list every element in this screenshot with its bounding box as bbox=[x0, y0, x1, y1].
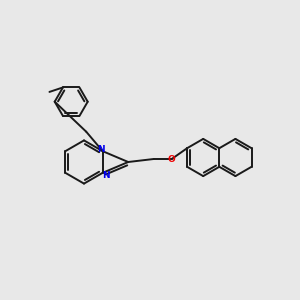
Text: N: N bbox=[102, 171, 110, 180]
Text: N: N bbox=[98, 145, 105, 154]
Text: O: O bbox=[168, 154, 176, 164]
